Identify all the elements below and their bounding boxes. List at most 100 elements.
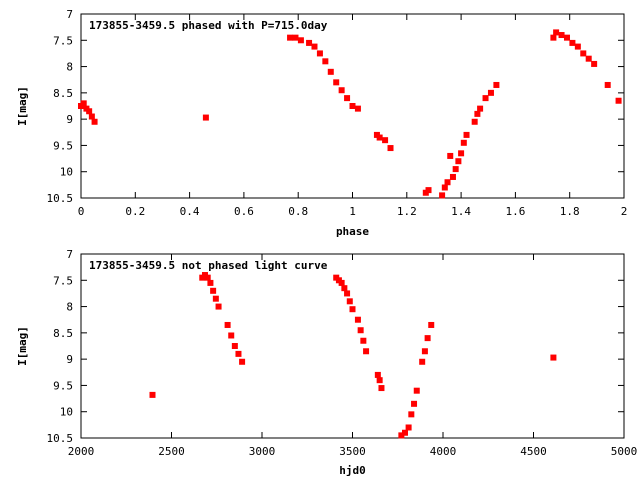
y-tick-label: 10.5	[47, 432, 74, 445]
data-point	[471, 118, 478, 125]
data-point	[360, 337, 367, 344]
data-point	[444, 179, 451, 186]
data-point	[474, 110, 481, 117]
x-tick-label: 2	[621, 205, 628, 218]
x-tick-label: 3500	[339, 445, 366, 458]
y-tick-label: 7	[66, 248, 73, 261]
data-point	[550, 34, 557, 41]
data-point	[604, 81, 611, 88]
chart-title: 173855-3459.5 not phased light curve	[89, 259, 328, 272]
data-point	[207, 279, 214, 286]
y-tick-label: 9	[66, 113, 73, 126]
data-point	[204, 274, 211, 281]
data-point	[376, 377, 383, 384]
data-point	[316, 50, 323, 57]
data-point	[487, 89, 494, 96]
x-tick-label: 4000	[430, 445, 457, 458]
data-point	[215, 303, 222, 310]
data-point	[338, 87, 345, 94]
data-point	[413, 387, 420, 394]
data-point	[482, 95, 489, 102]
data-point	[563, 34, 570, 41]
y-tick-label: 10	[60, 166, 73, 179]
data-point	[338, 279, 345, 286]
y-axis-label: I[mag]	[16, 326, 29, 366]
data-point	[344, 290, 351, 297]
data-point	[341, 285, 348, 292]
data-point	[210, 287, 217, 294]
data-point	[91, 118, 98, 125]
y-tick-label: 8.5	[53, 87, 73, 100]
data-point	[408, 411, 415, 418]
data-point	[327, 68, 334, 75]
data-point	[344, 95, 351, 102]
x-tick-label: 3000	[249, 445, 276, 458]
data-point	[363, 348, 370, 355]
data-point	[428, 321, 435, 328]
x-tick-label: 0	[78, 205, 85, 218]
data-point	[574, 43, 581, 50]
x-tick-label: 1.6	[505, 205, 525, 218]
data-point	[615, 97, 622, 104]
data-point	[460, 139, 467, 146]
data-point	[569, 39, 576, 46]
x-tick-label: 1	[349, 205, 356, 218]
data-point	[493, 81, 500, 88]
data-point	[202, 114, 209, 121]
data-point	[558, 32, 565, 39]
data-point	[149, 391, 156, 398]
plot-frame	[80, 253, 625, 439]
data-point	[591, 60, 598, 67]
data-point	[463, 131, 470, 138]
data-point	[354, 316, 361, 323]
top-panel: 0 0.2 0.4 0.6 0.8 1 1.2 1.4 1.6 1.8 2 7 7.5 8 8.5 9 9.5 1…	[16, 8, 627, 238]
chart-title: 173855-3459.5 phased with P=715.0day	[89, 19, 328, 32]
data-point	[86, 108, 93, 115]
data-point	[398, 432, 405, 439]
bottom-panel: 2000 2500 3000 3500 4000 4500 5000 7 7.5 8 8.5 9 9.5…	[16, 248, 637, 477]
x-tick-label: 1.8	[560, 205, 580, 218]
x-tick-label: 0.8	[288, 205, 308, 218]
data-point	[297, 37, 304, 44]
x-tick-label: 5000	[611, 445, 638, 458]
y-tick-label: 9.5	[53, 139, 73, 152]
data-point	[580, 50, 587, 57]
x-tick-label: 1.4	[451, 205, 471, 218]
data-point	[550, 354, 557, 361]
data-point	[354, 105, 361, 112]
data-point	[452, 166, 459, 173]
data-point	[419, 358, 426, 365]
data-point	[425, 187, 432, 194]
data-point	[239, 358, 246, 365]
data-point	[387, 145, 394, 152]
data-point	[458, 150, 465, 157]
data-point	[477, 105, 484, 112]
data-point	[401, 429, 408, 436]
data-point	[346, 298, 353, 305]
y-tick-label: 8.5	[53, 327, 73, 340]
data-point	[287, 34, 294, 41]
data-point	[224, 321, 231, 328]
data-point	[311, 43, 318, 50]
x-tick-label: 0.4	[180, 205, 200, 218]
data-point	[349, 306, 356, 313]
x-axis-label: hjd0	[339, 464, 366, 477]
data-point	[376, 134, 383, 141]
data-point	[306, 39, 313, 46]
data-point	[439, 192, 446, 199]
x-tick-label: 0.6	[234, 205, 254, 218]
x-tick-label: 0.2	[125, 205, 145, 218]
y-tick-label: 9.5	[53, 379, 73, 392]
data-point	[405, 424, 412, 431]
y-tick-label: 8	[66, 301, 73, 314]
data-point	[349, 103, 356, 109]
data-point	[333, 79, 340, 86]
data-point	[88, 113, 95, 120]
x-tick-label: 2000	[68, 445, 95, 458]
data-point	[235, 350, 242, 357]
data-point	[424, 335, 431, 342]
data-point	[382, 137, 389, 144]
x-tick-label: 2500	[158, 445, 185, 458]
y-axis-label: I[mag]	[16, 86, 29, 126]
